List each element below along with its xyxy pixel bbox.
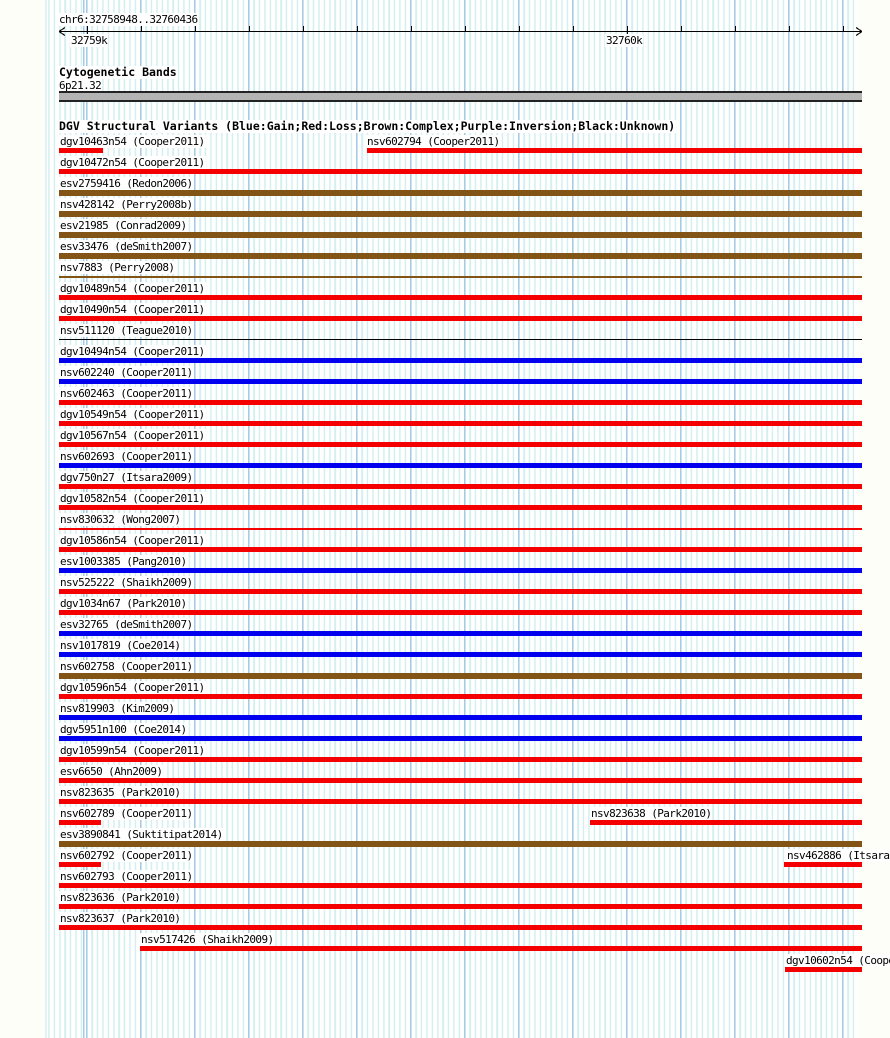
dgv-track-title: DGV Structural Variants (Blue:Gain;Red:L… (58, 119, 677, 133)
variant-label: esv1003385 (Pang2010) (59, 555, 188, 568)
variant-bar[interactable] (59, 715, 862, 720)
variant-bar[interactable] (59, 568, 862, 573)
variant-bar[interactable] (59, 673, 862, 679)
variant-bar[interactable] (367, 148, 862, 153)
variant-label: nsv823637 (Park2010) (59, 912, 182, 925)
variant-bar[interactable] (59, 505, 862, 510)
variant-bar[interactable] (59, 211, 862, 217)
variant-bar[interactable] (785, 967, 862, 972)
variant-bar[interactable] (59, 694, 862, 699)
variant-label: nsv602792 (Cooper2011) (59, 849, 194, 862)
variant-label: esv33476 (deSmith2007) (59, 240, 194, 253)
variant-bar[interactable] (59, 421, 862, 426)
variant-label: dgv10586n54 (Cooper2011) (59, 534, 206, 547)
variant-label: nsv819903 (Kim2009) (59, 702, 176, 715)
variant-bar[interactable] (784, 862, 862, 867)
variant-bar[interactable] (59, 904, 862, 909)
variant-label: dgv10602n54 (Cooper2011) (785, 954, 890, 967)
variant-label: dgv1034n67 (Park2010) (59, 597, 188, 610)
variant-label: dgv10567n54 (Cooper2011) (59, 429, 206, 442)
cytoband-label: 6p21.32 (58, 79, 103, 92)
variant-label: nsv462886 (Itsara2009) (786, 849, 890, 862)
variant-bar[interactable] (59, 841, 862, 847)
variant-label: nsv602463 (Cooper2011) (59, 387, 194, 400)
variant-bar[interactable] (59, 190, 862, 196)
variant-bar[interactable] (59, 339, 862, 340)
variant-bar[interactable] (59, 652, 862, 657)
variant-label: esv21985 (Conrad2009) (59, 219, 188, 232)
variant-bar[interactable] (59, 778, 862, 783)
variant-label: dgv5951n100 (Coe2014) (59, 723, 188, 736)
variant-bar[interactable] (59, 883, 862, 888)
variant-bar[interactable] (59, 295, 862, 300)
variant-label: nsv823636 (Park2010) (59, 891, 182, 904)
variant-bar[interactable] (59, 484, 862, 489)
variant-label: dgv10494n54 (Cooper2011) (59, 345, 206, 358)
variant-label: nsv830632 (Wong2007) (59, 513, 182, 526)
variant-label: esv3890841 (Suktitipat2014) (59, 828, 224, 841)
variant-bar[interactable] (59, 358, 862, 363)
variant-bar[interactable] (59, 253, 862, 259)
variant-label: nsv7883 (Perry2008) (59, 261, 176, 274)
variant-label: esv2759416 (Redon2006) (59, 177, 194, 190)
variant-label: nsv602693 (Cooper2011) (59, 450, 194, 463)
variant-bar[interactable] (59, 463, 862, 468)
variant-label: nsv525222 (Shaikh2009) (59, 576, 194, 589)
variant-bar[interactable] (59, 757, 862, 762)
variant-bar[interactable] (59, 799, 862, 804)
variant-label: dgv10490n54 (Cooper2011) (59, 303, 206, 316)
variant-bar[interactable] (59, 316, 862, 321)
variant-bar[interactable] (140, 946, 862, 951)
variant-bar[interactable] (59, 862, 101, 867)
cytoband-bar (59, 91, 862, 102)
variant-bar[interactable] (59, 379, 862, 384)
variant-label: dgv10549n54 (Cooper2011) (59, 408, 206, 421)
variant-label: nsv602793 (Cooper2011) (59, 870, 194, 883)
variant-label: dgv10463n54 (Cooper2011) (59, 135, 206, 148)
variant-label: dgv10596n54 (Cooper2011) (59, 681, 206, 694)
variant-label: dgv10599n54 (Cooper2011) (59, 744, 206, 757)
variant-bar[interactable] (59, 925, 862, 930)
variant-label: nsv602240 (Cooper2011) (59, 366, 194, 379)
variant-bar[interactable] (59, 232, 862, 238)
variant-bar[interactable] (59, 442, 862, 447)
variant-label: dgv750n27 (Itsara2009) (59, 471, 194, 484)
variant-label: dgv10582n54 (Cooper2011) (59, 492, 206, 505)
ruler-tick-label-left: 32759k (70, 34, 109, 47)
variant-bar[interactable] (59, 169, 862, 174)
variant-label: nsv511120 (Teague2010) (59, 324, 194, 337)
variant-label: esv32765 (deSmith2007) (59, 618, 194, 631)
variant-bar[interactable] (590, 820, 862, 825)
variant-bar[interactable] (59, 276, 862, 278)
variant-label: nsv602789 (Cooper2011) (59, 807, 194, 820)
variant-bar[interactable] (59, 610, 862, 615)
variant-bar[interactable] (59, 400, 862, 405)
variant-label: nsv517426 (Shaikh2009) (140, 933, 275, 946)
variant-label: nsv823638 (Park2010) (590, 807, 713, 820)
variant-label: nsv602794 (Cooper2011) (366, 135, 501, 148)
variant-label: nsv1017819 (Coe2014) (59, 639, 182, 652)
cytogenetic-bands-title: Cytogenetic Bands (58, 65, 178, 79)
variant-bar[interactable] (59, 148, 103, 153)
variant-label: dgv10489n54 (Cooper2011) (59, 282, 206, 295)
variant-label: nsv602758 (Cooper2011) (59, 660, 194, 673)
variant-label: dgv10472n54 (Cooper2011) (59, 156, 206, 169)
variant-label: nsv428142 (Perry2008b) (59, 198, 194, 211)
variant-bar[interactable] (59, 736, 862, 741)
variant-bar[interactable] (59, 589, 862, 594)
ruler-tick-label-right: 32760k (605, 34, 644, 47)
variant-label: esv6650 (Ahn2009) (59, 765, 164, 778)
variant-bar[interactable] (59, 528, 862, 530)
variant-label: nsv823635 (Park2010) (59, 786, 182, 799)
variant-bar[interactable] (59, 547, 862, 552)
variant-bar[interactable] (59, 820, 101, 825)
region-coordinates: chr6:32758948..32760436 (58, 13, 199, 26)
variant-bar[interactable] (59, 631, 862, 636)
